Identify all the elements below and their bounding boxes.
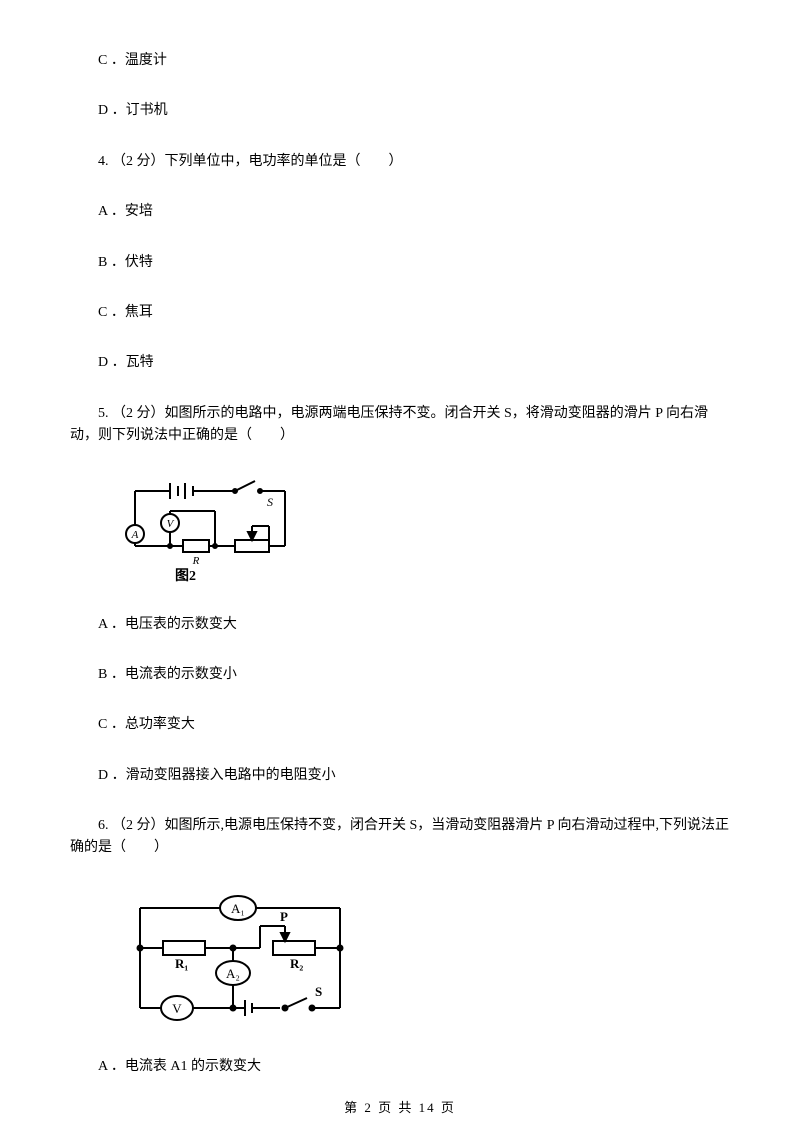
q5-stem: 5. （2 分）如图所示的电路中，电源两端电压保持不变。闭合开关 S，将滑动变阻… bbox=[70, 403, 730, 448]
q5-option-b: B ．电流表的示数变小 bbox=[70, 664, 730, 686]
q4-option-a: A ．安培 bbox=[70, 201, 730, 223]
q6-label-v: V bbox=[172, 1001, 182, 1016]
q6-option-a: A ．电流表 A1 的示数变大 bbox=[70, 1056, 730, 1078]
q4-option-d: D ．瓦特 bbox=[70, 352, 730, 374]
q6-label-a1: A₁ bbox=[231, 901, 245, 916]
q5-option-c: C ．总功率变大 bbox=[70, 714, 730, 736]
q6-label-a2: A₂ bbox=[226, 966, 240, 981]
q5-label-r: R bbox=[192, 555, 200, 567]
q6-stem: 6. （2 分）如图所示,电源电压保持不变，闭合开关 S，当滑动变阻器滑片 P … bbox=[70, 815, 730, 860]
q5-label-a: A bbox=[131, 529, 139, 541]
q5-caption: 图2 bbox=[175, 568, 196, 584]
q5-label-s: S bbox=[267, 495, 273, 509]
q6-figure: A₁ A₂ V R₁ R₂ P S bbox=[115, 888, 730, 1028]
option-c-top: C ．温度计 bbox=[70, 50, 730, 72]
q6-label-r2: R₂ bbox=[290, 956, 303, 971]
option-d-top: D ．订书机 bbox=[70, 100, 730, 122]
q6-label-s: S bbox=[315, 984, 322, 999]
q5-option-a: A ．电压表的示数变大 bbox=[70, 614, 730, 636]
q4-stem: 4. （2 分）下列单位中，电功率的单位是（ ） bbox=[70, 151, 730, 173]
q5-option-d: D ．滑动变阻器接入电路中的电阻变小 bbox=[70, 765, 730, 787]
page-footer: 第 2 页 共 14 页 bbox=[0, 1097, 800, 1116]
page: C ．温度计 D ．订书机 4. （2 分）下列单位中，电功率的单位是（ ） A… bbox=[0, 0, 800, 1146]
q6-label-r1: R₁ bbox=[175, 956, 188, 971]
q6-label-p: P bbox=[280, 909, 288, 924]
q4-option-b: B ．伏特 bbox=[70, 252, 730, 274]
q4-option-c: C ．焦耳 bbox=[70, 302, 730, 324]
q5-figure: A V R S 图2 bbox=[115, 476, 730, 586]
